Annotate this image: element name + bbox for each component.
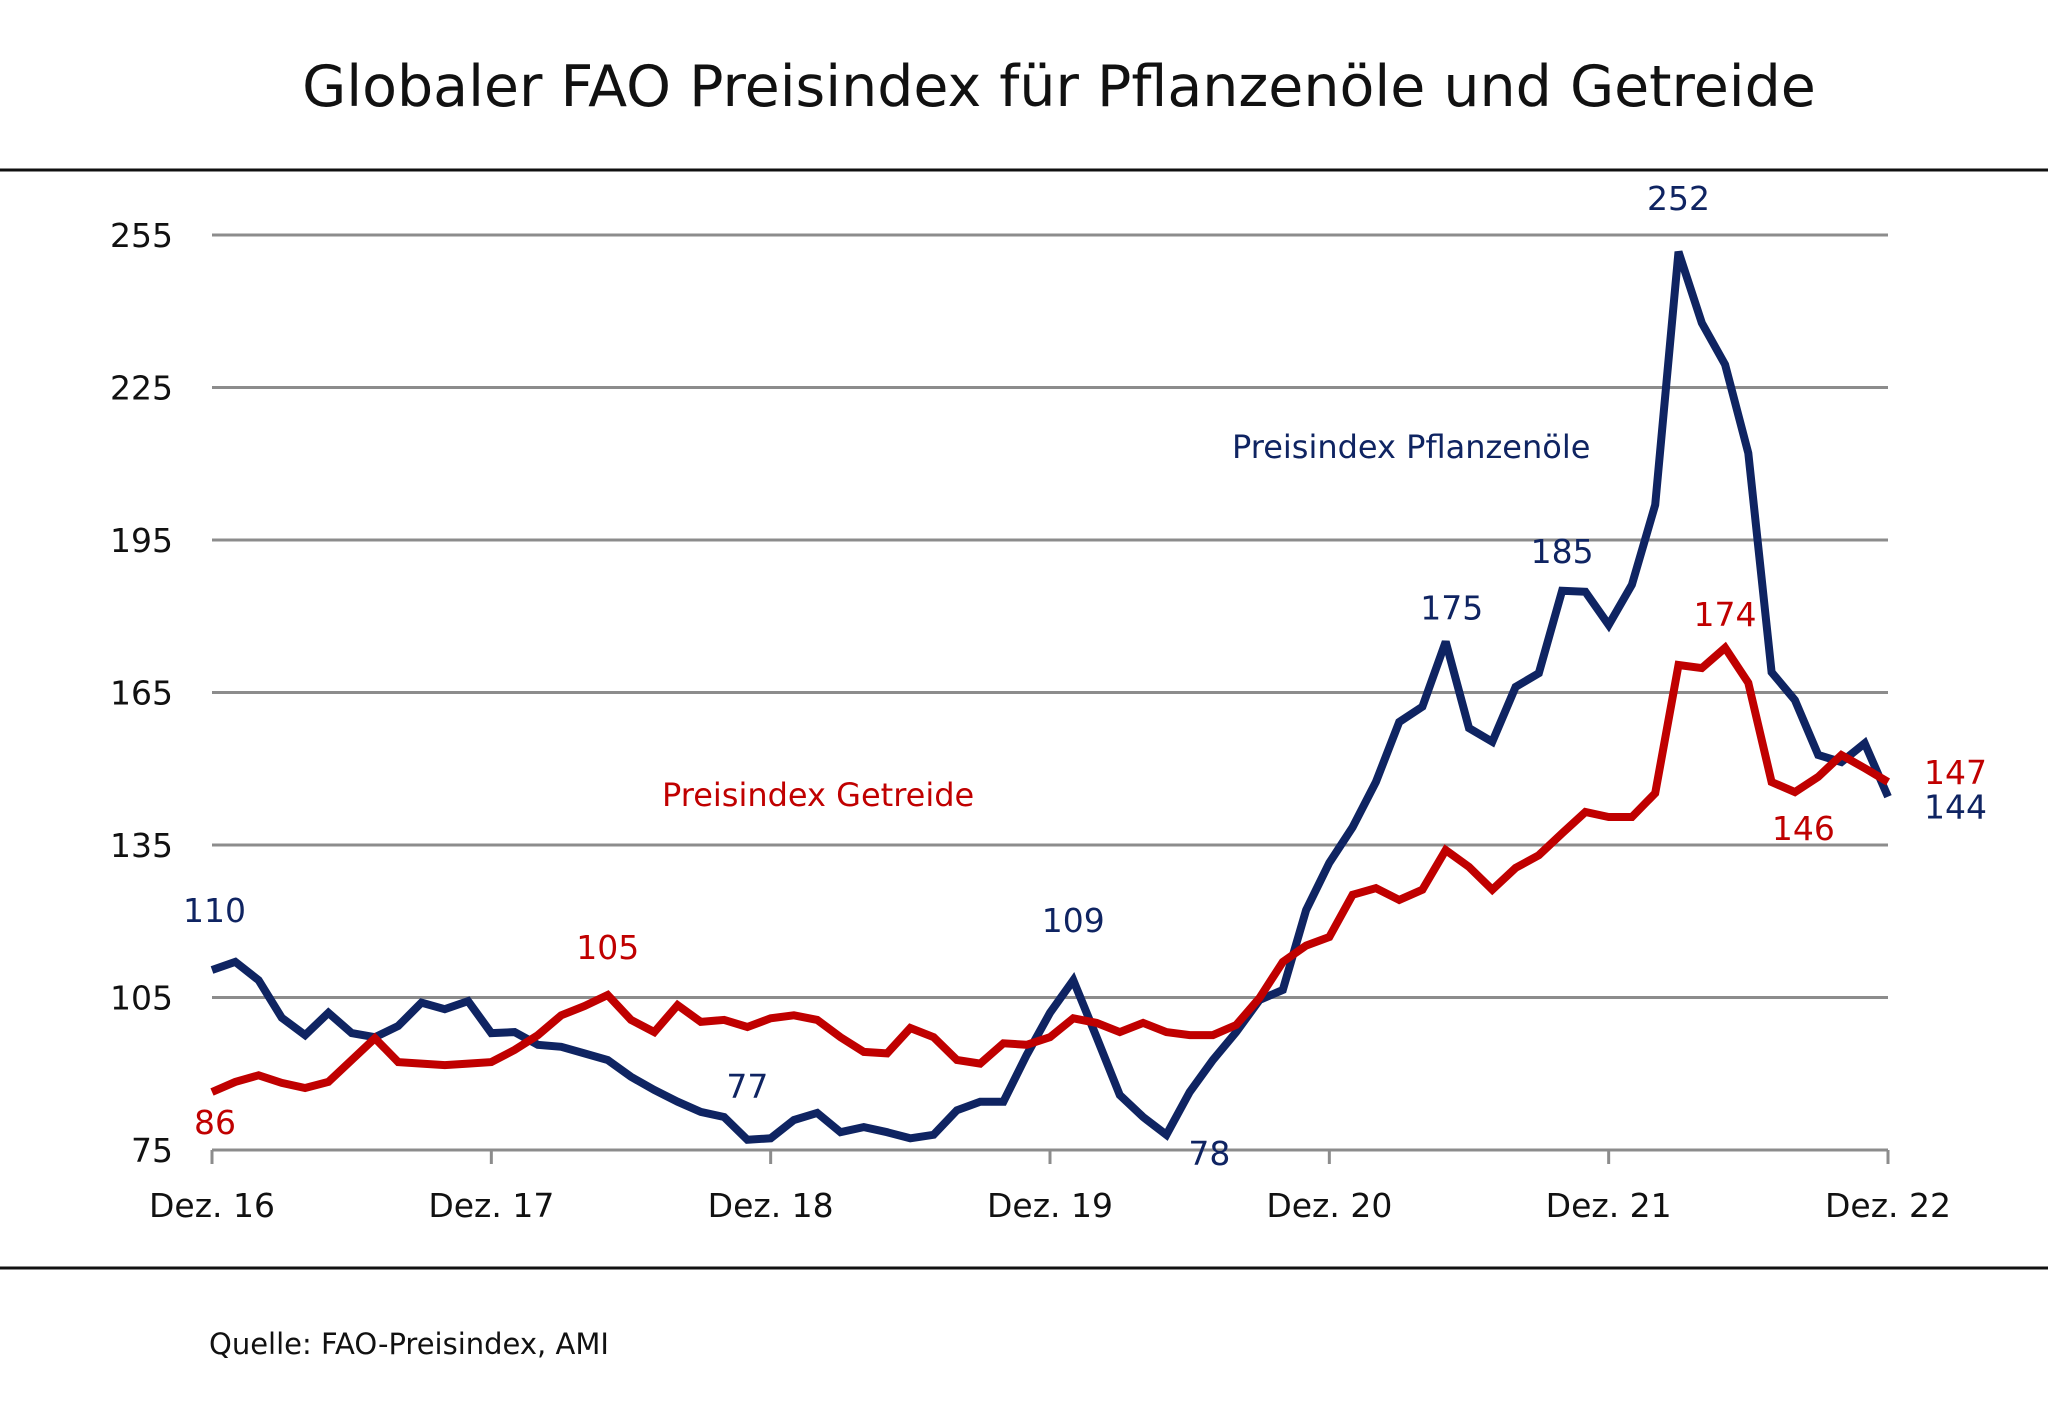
series-line-pflanzenoele [210,250,1892,1144]
data-label: 185 [1531,532,1594,571]
data-label: 175 [1420,589,1483,628]
data-labels: 110 77 109 78 175 185 252 144 86 105 174 146 147 [183,179,1987,1173]
x-tick-label: Dez. 22 [1825,1186,1951,1225]
y-tick-label: 135 [110,826,173,865]
source-note: Quelle: FAO-Preisindex, AMI [209,1327,609,1361]
data-label: 146 [1772,809,1835,848]
series-label-pflanzenoele: Preisindex Pflanzenöle [1232,428,1590,466]
x-tick-label: Dez. 17 [428,1186,554,1225]
x-tick-label: Dez. 18 [708,1186,834,1225]
data-label: 77 [726,1067,768,1106]
data-label: 105 [576,928,639,967]
x-tick-label: Dez. 21 [1546,1186,1672,1225]
data-label: 86 [194,1103,236,1142]
data-label: 174 [1694,595,1757,634]
gridlines [212,233,1888,999]
y-tick-label: 165 [110,674,173,713]
data-label: 109 [1042,901,1105,940]
series-label-getreide: Preisindex Getreide [662,776,974,814]
data-label: 110 [183,891,246,930]
y-tick-label: 105 [110,979,173,1018]
y-axis-labels: 75 105 135 165 195 225 255 [110,216,173,1170]
y-tick-label: 195 [110,521,173,560]
x-tick-label: Dez. 16 [149,1186,275,1225]
data-label: 252 [1647,179,1710,218]
x-tick-label: Dez. 20 [1266,1186,1392,1225]
y-tick-label: 75 [131,1131,173,1170]
data-label: 78 [1188,1134,1230,1173]
x-axis: Dez. 16 Dez. 17 Dez. 18 Dez. 19 Dez. 20 Dez. … [149,1148,1951,1225]
series-lines [210,250,1892,1144]
data-label: 147 [1924,753,1987,792]
x-tick-label: Dez. 19 [987,1186,1113,1225]
y-tick-label: 225 [110,369,173,408]
data-label: 144 [1924,788,1987,827]
chart-title: Globaler FAO Preisindex für Pflanzenöle … [302,54,1816,120]
y-tick-label: 255 [110,216,173,255]
series-line-getreide [210,641,1891,1096]
